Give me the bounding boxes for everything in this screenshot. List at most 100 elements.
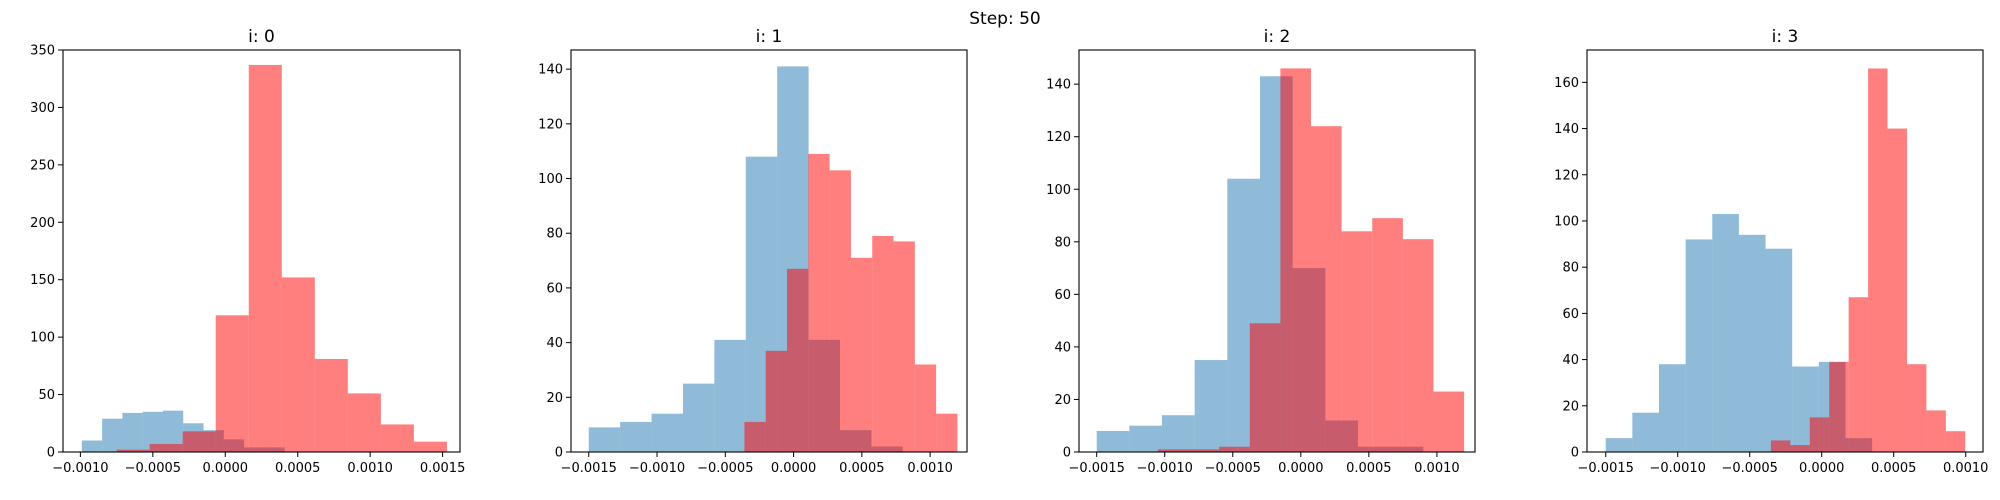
x-tick-label: 0.0010 (1943, 461, 1989, 476)
histogram-bar (620, 421, 652, 452)
histogram-bar (1712, 214, 1739, 452)
histogram-bar (122, 412, 143, 452)
y-tick-label: 150 (30, 273, 55, 288)
histogram-bars (81, 64, 447, 452)
y-tick-label: 20 (546, 391, 563, 406)
axes-frame (62, 49, 461, 453)
histogram-bar (1311, 126, 1342, 452)
histogram-bar (347, 393, 381, 452)
x-tick-label: 0.0000 (203, 461, 249, 476)
histogram-bar (1770, 440, 1791, 452)
chart-title: i: 3 (1772, 27, 1799, 47)
histogram-bar (142, 411, 163, 452)
histogram-bar (248, 64, 282, 452)
x-tick-label: 0.0010 (347, 461, 393, 476)
histogram-bar (1906, 364, 1927, 452)
histogram-bar (1372, 218, 1403, 452)
y-tick-label: 20 (1054, 393, 1071, 408)
x-tick-label: 0.0005 (275, 461, 321, 476)
histogram-bar (182, 431, 216, 452)
y-tick-label: 0 (47, 446, 55, 461)
x-tick-label: 0.0005 (839, 461, 885, 476)
histogram-bar (1433, 391, 1465, 452)
histogram-bar (787, 268, 809, 452)
histogram-bar (1280, 68, 1312, 452)
histogram-bar (808, 153, 830, 452)
y-tick-label: 20 (1562, 399, 1579, 414)
y-tick-label: 250 (30, 158, 55, 173)
histogram-bar (765, 350, 788, 452)
histogram-bar (893, 241, 915, 452)
y-tick-label: 40 (1054, 340, 1071, 355)
x-tick-label: −0.0005 (1722, 461, 1778, 476)
histogram-bar (1738, 234, 1766, 452)
x-tick-label: −0.0005 (1205, 461, 1261, 476)
x-tick-label: 0.0010 (907, 461, 953, 476)
y-tick-label: 140 (1554, 122, 1579, 137)
histogram-bar (1219, 446, 1250, 452)
y-tick-label: 120 (1554, 168, 1579, 183)
histogram-bar (162, 410, 184, 452)
histogram-bar (651, 413, 683, 452)
histogram-bar (149, 443, 183, 452)
histogram-bar (102, 418, 123, 452)
y-tick-label: 40 (546, 336, 563, 351)
y-tick-label: 140 (538, 63, 563, 78)
x-tick-label: −0.0005 (125, 461, 181, 476)
x-tick-label: −0.0005 (697, 461, 753, 476)
y-tick-label: 0 (1571, 446, 1579, 461)
y-tick-label: 350 (30, 44, 55, 59)
histogram-bar (1790, 445, 1810, 452)
x-tick-label: 0.0005 (1346, 461, 1392, 476)
histogram-bar (829, 170, 851, 452)
histogram-bar (1926, 410, 1946, 452)
histogram-bar (1249, 323, 1281, 452)
y-tick-label: 100 (30, 331, 55, 346)
histogram-bar (744, 421, 766, 452)
x-tick-label: 0.0000 (1278, 461, 1324, 476)
chart-panel-3: −0.0015 −0.0010 −0.0005 0.0000 0.0005 0.0010 0… (1554, 27, 1988, 476)
histogram-bars (1096, 68, 1465, 452)
x-tick-label: −0.0015 (1068, 461, 1124, 476)
axes-frame (1078, 49, 1476, 453)
y-tick-label: 100 (1046, 183, 1071, 198)
chart-panel-1: −0.0015 −0.0010 −0.0005 0.0000 0.0005 0.0010 0… (538, 27, 968, 476)
x-tick-label: 0.0000 (1799, 461, 1845, 476)
y-tick-label: 100 (538, 172, 563, 187)
histogram-bar (1945, 431, 1966, 452)
y-tick-label: 120 (538, 117, 563, 132)
histogram-bar (413, 441, 447, 452)
histogram-bar (1685, 239, 1713, 452)
histogram-bar (714, 339, 746, 452)
histogram-bar (1188, 449, 1220, 452)
chart-panel-2: −0.0015 −0.0010 −0.0005 0.0000 0.0005 0.0010 0… (1046, 27, 1476, 476)
x-tick-label: 0.0010 (1414, 461, 1460, 476)
histogram-bar (1157, 449, 1189, 452)
histogram-bars (1605, 68, 1966, 452)
y-tick-label: 160 (1554, 76, 1579, 91)
histogram-bar (872, 235, 894, 452)
chart-panel-0: −0.0010 −0.0005 0.0000 0.0005 0.0010 0.0015 0 5… (30, 27, 465, 476)
histogram-bar (1809, 417, 1830, 452)
histogram-bar (314, 358, 348, 452)
y-tick-label: 100 (1554, 214, 1579, 229)
histogram-bar (914, 364, 937, 452)
x-tick-label: −0.0015 (561, 461, 617, 476)
chart-title: i: 1 (756, 27, 783, 47)
histogram-bar (588, 427, 621, 452)
histogram-bar (1829, 361, 1849, 452)
histogram-bar (1868, 68, 1888, 452)
histogram-bar (281, 277, 315, 452)
y-tick-label: 80 (546, 227, 563, 242)
histogram-bar (1632, 412, 1659, 452)
y-tick-label: 60 (546, 281, 563, 296)
axes-frame (1586, 49, 1984, 453)
y-tick-label: 80 (1054, 235, 1071, 250)
histogram-bar (1341, 231, 1373, 452)
chart-title: i: 0 (248, 27, 275, 47)
y-tick-label: 200 (30, 216, 55, 231)
histogram-bar (215, 315, 249, 452)
x-tick-label: −0.0015 (1578, 461, 1634, 476)
